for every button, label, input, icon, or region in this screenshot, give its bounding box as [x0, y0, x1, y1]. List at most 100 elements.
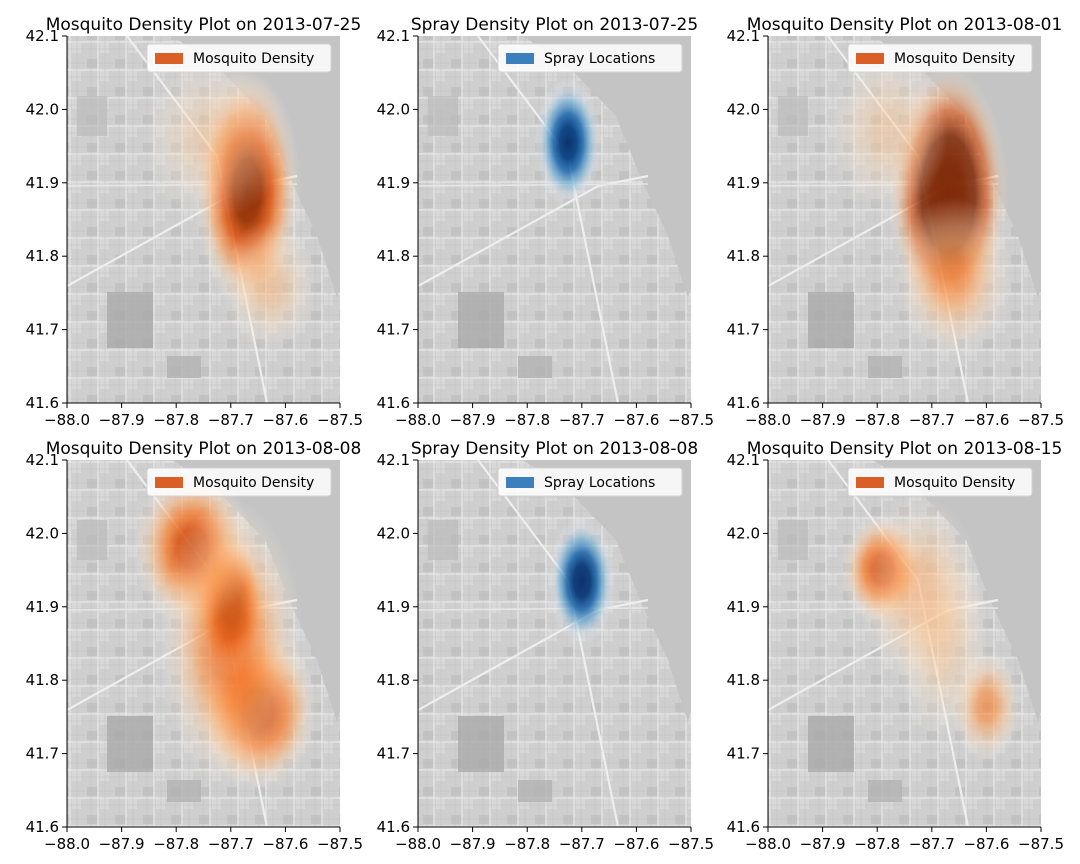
chart-title: Mosquito Density Plot on 2013-07-25	[46, 15, 362, 35]
basemap-block	[428, 96, 458, 136]
y-tick-label: 41.7	[26, 745, 59, 763]
chart-title: Mosquito Density Plot on 2013-08-15	[747, 439, 1063, 459]
density-panel: −88.0 −87.9 −87.8 −87.7 −87.6 −87.5 41.6 41.7 41…	[377, 439, 714, 853]
y-tick-label: 41.6	[377, 394, 410, 412]
legend-label: Spray Locations	[544, 475, 655, 491]
legend: Spray Locations	[497, 43, 683, 73]
density-hotspot	[894, 546, 991, 741]
density-panel: −88.0 −87.9 −87.8 −87.7 −87.6 −87.5 41.6 41.7 41…	[727, 439, 1064, 853]
x-tick-label: −87.5	[668, 835, 714, 853]
x-tick-label: −87.7	[208, 411, 254, 429]
legend-swatch	[155, 53, 183, 64]
density-panel: −88.0 −87.9 −87.8 −87.7 −87.6 −87.5 41.6 41.7 41…	[26, 439, 363, 853]
x-tick-label: −87.7	[909, 835, 955, 853]
x-tick-label: −88.0	[44, 835, 90, 853]
density-panel: −88.0 −87.9 −87.8 −87.7 −87.6 −87.5 41.6 41.7 41…	[26, 15, 363, 429]
y-tick-label: 42.0	[377, 100, 410, 118]
legend-box	[146, 43, 332, 73]
y-tick-label: 41.8	[727, 671, 760, 689]
y-tick-label: 41.9	[26, 174, 59, 192]
y-tick-label: 41.8	[377, 671, 410, 689]
highway	[418, 183, 649, 187]
density-hotspot	[142, 58, 287, 220]
basemap-block	[778, 96, 808, 136]
y-tick-label: 42.1	[26, 27, 59, 45]
y-tick-label: 41.6	[727, 394, 760, 412]
legend-label: Mosquito Density	[894, 51, 1015, 67]
x-tick-label: −87.9	[450, 411, 496, 429]
y-tick-label: 42.0	[727, 100, 760, 118]
basemap-block	[518, 356, 552, 378]
y-tick-label: 41.7	[26, 321, 59, 339]
basemap-block	[778, 520, 808, 560]
legend-swatch	[506, 477, 534, 488]
y-tick-label: 41.9	[377, 598, 410, 616]
legend: Mosquito Density	[146, 467, 332, 497]
x-tick-label: −87.5	[317, 835, 363, 853]
x-tick-label: −88.0	[44, 411, 90, 429]
y-tick-label: 41.7	[727, 745, 760, 763]
y-tick-label: 41.6	[26, 818, 59, 836]
x-tick-label: −87.7	[559, 835, 605, 853]
legend-label: Spray Locations	[544, 51, 655, 67]
x-tick-label: −87.5	[1018, 411, 1064, 429]
x-tick-label: −87.9	[99, 835, 145, 853]
y-tick-label: 42.0	[26, 524, 59, 542]
density-panel: −88.0 −87.9 −87.8 −87.7 −87.6 −87.5 41.6 41.7 41…	[377, 15, 714, 429]
legend-label: Mosquito Density	[193, 475, 314, 491]
x-tick-label: −87.6	[262, 411, 308, 429]
basemap-block	[458, 292, 504, 348]
x-tick-label: −87.8	[854, 835, 900, 853]
y-tick-label: 41.8	[26, 247, 59, 265]
x-tick-label: −87.6	[963, 411, 1009, 429]
x-tick-label: −88.0	[745, 835, 791, 853]
legend-box	[497, 43, 683, 73]
basemap-block	[77, 520, 107, 560]
x-tick-label: −87.6	[613, 835, 659, 853]
x-tick-label: −87.8	[504, 835, 550, 853]
x-tick-label: −87.6	[613, 411, 659, 429]
x-tick-label: −87.5	[317, 411, 363, 429]
lake	[523, 36, 691, 298]
highway	[418, 174, 649, 287]
lake	[172, 460, 340, 722]
y-tick-label: 42.1	[377, 451, 410, 469]
y-tick-label: 42.0	[26, 100, 59, 118]
density-hotspot	[220, 220, 318, 351]
y-tick-label: 41.6	[727, 818, 760, 836]
x-tick-label: −88.0	[395, 835, 441, 853]
basemap-block	[107, 716, 153, 772]
y-tick-label: 42.1	[727, 27, 760, 45]
legend: Mosquito Density	[847, 43, 1033, 73]
x-tick-label: −87.5	[1018, 835, 1064, 853]
legend-label: Mosquito Density	[894, 475, 1015, 491]
lake	[873, 36, 1041, 298]
x-tick-label: −87.5	[668, 411, 714, 429]
x-tick-label: −87.8	[854, 411, 900, 429]
basemap-block	[107, 292, 153, 348]
x-tick-label: −87.9	[99, 411, 145, 429]
y-tick-label: 41.7	[377, 321, 410, 339]
x-tick-label: −87.9	[450, 835, 496, 853]
x-tick-label: −87.8	[153, 835, 199, 853]
x-tick-label: −88.0	[745, 411, 791, 429]
legend-box	[146, 467, 332, 497]
lake	[873, 460, 1041, 722]
legend-swatch	[856, 53, 884, 64]
y-tick-label: 41.6	[26, 394, 59, 412]
chart-title: Spray Density Plot on 2013-07-25	[411, 15, 698, 35]
chart-title: Mosquito Density Plot on 2013-08-01	[747, 15, 1063, 35]
y-tick-label: 41.9	[26, 598, 59, 616]
x-tick-label: −87.7	[909, 411, 955, 429]
y-tick-label: 42.1	[26, 451, 59, 469]
y-tick-label: 41.7	[727, 321, 760, 339]
basemap-block	[868, 780, 902, 802]
basemap-block	[167, 356, 201, 378]
y-tick-label: 42.0	[727, 524, 760, 542]
y-tick-label: 41.9	[377, 174, 410, 192]
x-tick-label: −87.7	[559, 411, 605, 429]
x-tick-label: −88.0	[395, 411, 441, 429]
lake	[523, 460, 691, 722]
y-tick-label: 41.9	[727, 598, 760, 616]
